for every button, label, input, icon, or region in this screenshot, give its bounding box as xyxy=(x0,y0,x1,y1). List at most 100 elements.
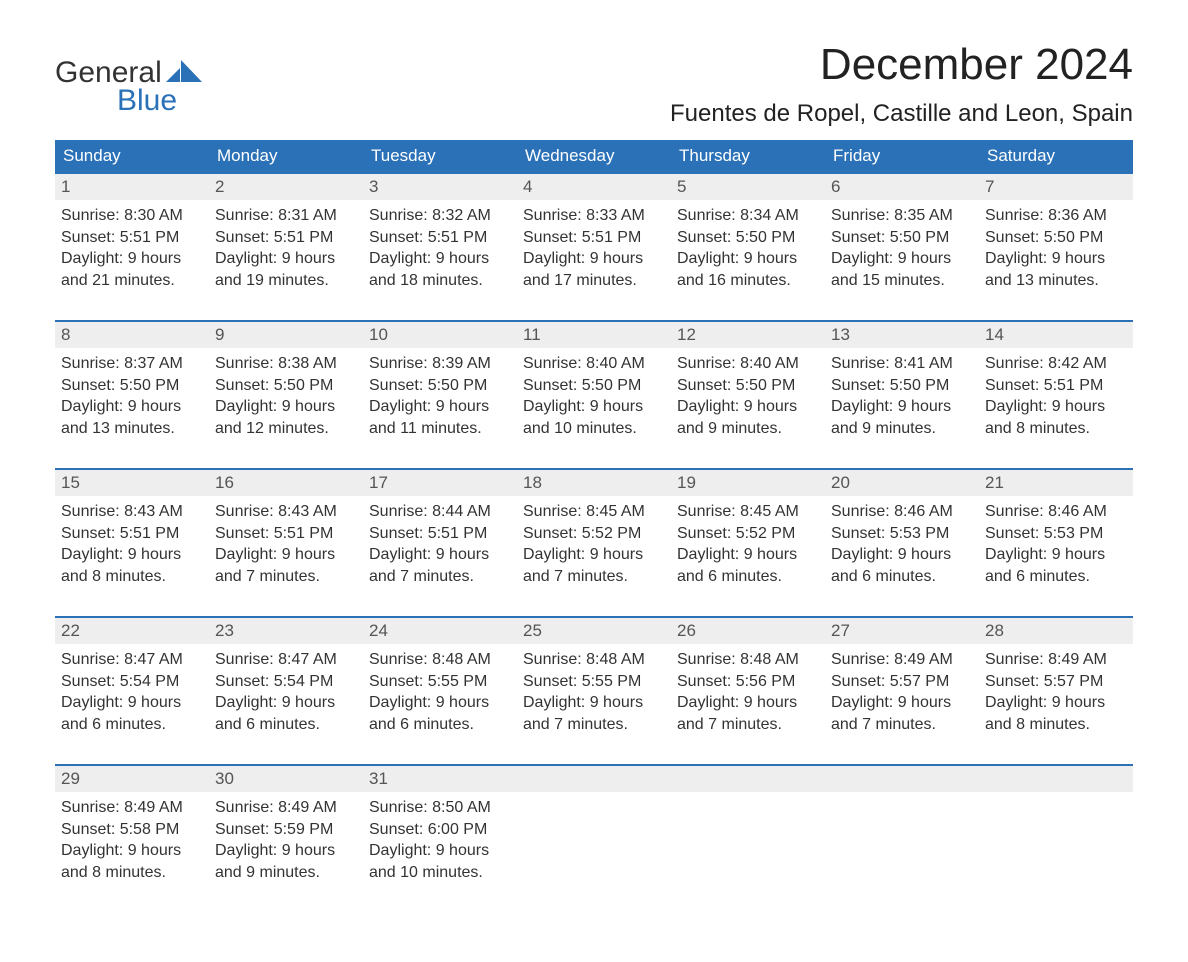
day-details: Sunrise: 8:30 AMSunset: 5:51 PMDaylight:… xyxy=(55,200,209,295)
sunrise-text: Sunrise: 8:40 AM xyxy=(677,353,819,375)
day-number: 19 xyxy=(671,468,825,496)
day-number: 28 xyxy=(979,616,1133,644)
day-details: Sunrise: 8:42 AMSunset: 5:51 PMDaylight:… xyxy=(979,348,1133,443)
sunrise-text: Sunrise: 8:47 AM xyxy=(61,649,203,671)
calendar-header-row: SundayMondayTuesdayWednesdayThursdayFrid… xyxy=(55,140,1133,172)
day-number: 13 xyxy=(825,320,979,348)
day-details: Sunrise: 8:48 AMSunset: 5:56 PMDaylight:… xyxy=(671,644,825,739)
daylight-text-line1: Daylight: 9 hours xyxy=(985,396,1127,418)
day-number: 3 xyxy=(363,172,517,200)
calendar-day-cell: 31Sunrise: 8:50 AMSunset: 6:00 PMDayligh… xyxy=(363,764,517,912)
calendar-day-cell: 28Sunrise: 8:49 AMSunset: 5:57 PMDayligh… xyxy=(979,616,1133,764)
calendar-day-cell: 25Sunrise: 8:48 AMSunset: 5:55 PMDayligh… xyxy=(517,616,671,764)
sunrise-text: Sunrise: 8:48 AM xyxy=(677,649,819,671)
day-details: Sunrise: 8:50 AMSunset: 6:00 PMDaylight:… xyxy=(363,792,517,887)
sunset-text: Sunset: 5:50 PM xyxy=(677,375,819,397)
calendar-page: General Blue December 2024 Fuentes de Ro… xyxy=(0,0,1188,962)
day-details: Sunrise: 8:41 AMSunset: 5:50 PMDaylight:… xyxy=(825,348,979,443)
sunrise-text: Sunrise: 8:46 AM xyxy=(831,501,973,523)
daylight-text-line1: Daylight: 9 hours xyxy=(215,396,357,418)
calendar-day-cell xyxy=(825,764,979,912)
daylight-text-line1: Daylight: 9 hours xyxy=(61,692,203,714)
day-details: Sunrise: 8:46 AMSunset: 5:53 PMDaylight:… xyxy=(979,496,1133,591)
day-details: Sunrise: 8:34 AMSunset: 5:50 PMDaylight:… xyxy=(671,200,825,295)
daylight-text-line2: and 6 minutes. xyxy=(677,566,819,588)
calendar-day-cell: 17Sunrise: 8:44 AMSunset: 5:51 PMDayligh… xyxy=(363,468,517,616)
calendar-day-cell: 9Sunrise: 8:38 AMSunset: 5:50 PMDaylight… xyxy=(209,320,363,468)
daylight-text-line1: Daylight: 9 hours xyxy=(61,396,203,418)
day-number: 6 xyxy=(825,172,979,200)
daylight-text-line2: and 18 minutes. xyxy=(369,270,511,292)
calendar-week-row: 1Sunrise: 8:30 AMSunset: 5:51 PMDaylight… xyxy=(55,172,1133,320)
sunrise-text: Sunrise: 8:39 AM xyxy=(369,353,511,375)
brand-logo: General Blue xyxy=(55,58,204,116)
day-number: 4 xyxy=(517,172,671,200)
daylight-text-line1: Daylight: 9 hours xyxy=(831,396,973,418)
weekday-header: Friday xyxy=(825,140,979,172)
sunset-text: Sunset: 5:50 PM xyxy=(215,375,357,397)
daylight-text-line2: and 7 minutes. xyxy=(677,714,819,736)
day-details: Sunrise: 8:49 AMSunset: 5:57 PMDaylight:… xyxy=(825,644,979,739)
daylight-text-line2: and 7 minutes. xyxy=(523,566,665,588)
calendar-day-cell: 7Sunrise: 8:36 AMSunset: 5:50 PMDaylight… xyxy=(979,172,1133,320)
sunrise-text: Sunrise: 8:33 AM xyxy=(523,205,665,227)
daylight-text-line2: and 6 minutes. xyxy=(215,714,357,736)
daylight-text-line2: and 9 minutes. xyxy=(831,418,973,440)
day-number: 18 xyxy=(517,468,671,496)
day-number: 7 xyxy=(979,172,1133,200)
daylight-text-line2: and 16 minutes. xyxy=(677,270,819,292)
calendar-day-cell: 19Sunrise: 8:45 AMSunset: 5:52 PMDayligh… xyxy=(671,468,825,616)
daylight-text-line2: and 9 minutes. xyxy=(215,862,357,884)
calendar-body: 1Sunrise: 8:30 AMSunset: 5:51 PMDaylight… xyxy=(55,172,1133,912)
calendar-day-cell: 1Sunrise: 8:30 AMSunset: 5:51 PMDaylight… xyxy=(55,172,209,320)
weekday-header: Monday xyxy=(209,140,363,172)
daylight-text-line1: Daylight: 9 hours xyxy=(523,544,665,566)
weekday-header: Thursday xyxy=(671,140,825,172)
daylight-text-line2: and 13 minutes. xyxy=(61,418,203,440)
day-number: 29 xyxy=(55,764,209,792)
sunrise-text: Sunrise: 8:30 AM xyxy=(61,205,203,227)
daylight-text-line2: and 7 minutes. xyxy=(831,714,973,736)
daylight-text-line2: and 8 minutes. xyxy=(985,714,1127,736)
sunrise-text: Sunrise: 8:36 AM xyxy=(985,205,1127,227)
sunset-text: Sunset: 5:57 PM xyxy=(831,671,973,693)
daylight-text-line2: and 6 minutes. xyxy=(985,566,1127,588)
sunrise-text: Sunrise: 8:31 AM xyxy=(215,205,357,227)
empty-day-header xyxy=(517,764,671,792)
daylight-text-line1: Daylight: 9 hours xyxy=(677,396,819,418)
sunrise-text: Sunrise: 8:37 AM xyxy=(61,353,203,375)
day-details: Sunrise: 8:38 AMSunset: 5:50 PMDaylight:… xyxy=(209,348,363,443)
sunset-text: Sunset: 5:57 PM xyxy=(985,671,1127,693)
empty-day-header xyxy=(979,764,1133,792)
sunset-text: Sunset: 5:50 PM xyxy=(677,227,819,249)
daylight-text-line2: and 17 minutes. xyxy=(523,270,665,292)
calendar-day-cell: 6Sunrise: 8:35 AMSunset: 5:50 PMDaylight… xyxy=(825,172,979,320)
daylight-text-line1: Daylight: 9 hours xyxy=(215,840,357,862)
day-number: 14 xyxy=(979,320,1133,348)
day-number: 12 xyxy=(671,320,825,348)
sunset-text: Sunset: 5:54 PM xyxy=(61,671,203,693)
daylight-text-line2: and 15 minutes. xyxy=(831,270,973,292)
calendar-day-cell: 29Sunrise: 8:49 AMSunset: 5:58 PMDayligh… xyxy=(55,764,209,912)
sunrise-text: Sunrise: 8:48 AM xyxy=(369,649,511,671)
daylight-text-line1: Daylight: 9 hours xyxy=(61,544,203,566)
location-subtitle: Fuentes de Ropel, Castille and Leon, Spa… xyxy=(670,100,1133,128)
sunset-text: Sunset: 5:51 PM xyxy=(523,227,665,249)
daylight-text-line1: Daylight: 9 hours xyxy=(61,248,203,270)
day-details: Sunrise: 8:47 AMSunset: 5:54 PMDaylight:… xyxy=(55,644,209,739)
calendar-day-cell: 10Sunrise: 8:39 AMSunset: 5:50 PMDayligh… xyxy=(363,320,517,468)
daylight-text-line1: Daylight: 9 hours xyxy=(677,692,819,714)
daylight-text-line2: and 7 minutes. xyxy=(215,566,357,588)
calendar-day-cell: 3Sunrise: 8:32 AMSunset: 5:51 PMDaylight… xyxy=(363,172,517,320)
sunset-text: Sunset: 5:51 PM xyxy=(215,227,357,249)
calendar-day-cell: 4Sunrise: 8:33 AMSunset: 5:51 PMDaylight… xyxy=(517,172,671,320)
daylight-text-line2: and 6 minutes. xyxy=(831,566,973,588)
sunset-text: Sunset: 5:50 PM xyxy=(369,375,511,397)
day-details: Sunrise: 8:45 AMSunset: 5:52 PMDaylight:… xyxy=(517,496,671,591)
daylight-text-line2: and 19 minutes. xyxy=(215,270,357,292)
sunrise-text: Sunrise: 8:32 AM xyxy=(369,205,511,227)
page-header: General Blue December 2024 Fuentes de Ro… xyxy=(55,40,1133,128)
day-number: 9 xyxy=(209,320,363,348)
day-details: Sunrise: 8:49 AMSunset: 5:57 PMDaylight:… xyxy=(979,644,1133,739)
day-number: 30 xyxy=(209,764,363,792)
